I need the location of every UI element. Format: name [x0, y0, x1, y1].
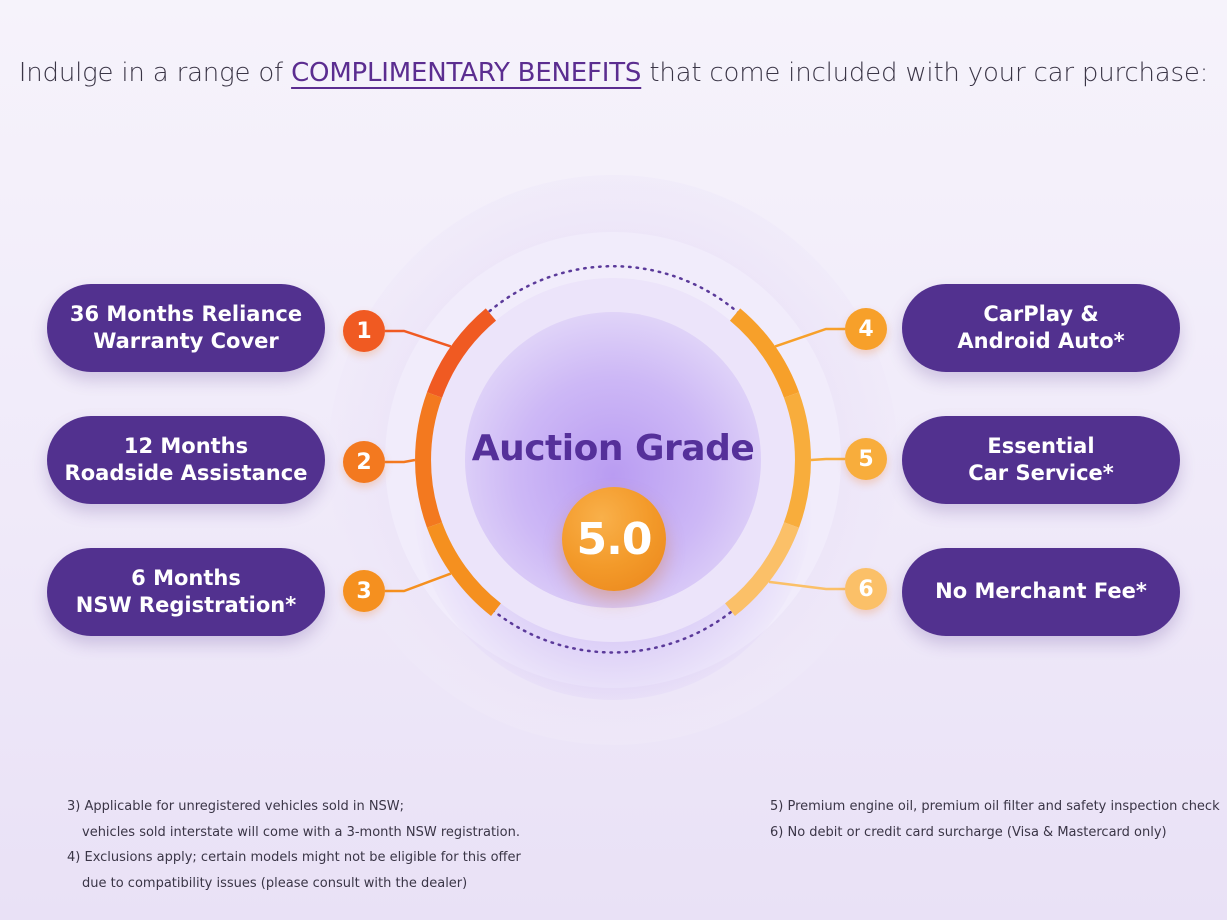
benefit-label-1: 36 Months Reliance Warranty Cover: [69, 301, 303, 353]
benefit-label-4: CarPlay & Android Auto*: [957, 301, 1125, 353]
benefit-number-badge-2: 2: [343, 441, 385, 483]
dotted-arc-top: [482, 265, 744, 318]
benefit-number-badge-4: 4: [845, 308, 887, 350]
benefit-pill-1: 36 Months Reliance Warranty Cover: [47, 284, 325, 372]
grade-value: 5.0: [562, 487, 666, 591]
benefit-number-badge-1: 1: [343, 310, 385, 352]
connector-line-3: [385, 572, 452, 593]
benefit-pill-4: CarPlay & Android Auto*: [902, 284, 1180, 372]
footnote-3-line-2: vehicles sold interstate will come with …: [82, 824, 520, 840]
benefit-number-badge-6: 6: [845, 568, 887, 610]
connector-line-6: [768, 580, 845, 591]
benefit-pill-2: 12 Months Roadside Assistance: [47, 416, 325, 504]
benefit-pill-3: 6 Months NSW Registration*: [47, 548, 325, 636]
benefit-label-6: No Merchant Fee*: [935, 579, 1147, 604]
headline-suffix: that come included with your car purchas…: [649, 58, 1209, 88]
ring-segment-2: [415, 392, 443, 528]
headline-highlight: COMPLIMENTARY BENEFITS: [291, 58, 642, 88]
ring-segment-5: [783, 392, 811, 528]
footnote-4-line-2: due to compatibility issues (please cons…: [82, 875, 468, 891]
headline-prefix: Indulge in a range of: [18, 58, 284, 88]
benefit-number-badge-3: 3: [343, 570, 385, 612]
benefit-label-5: Essential Car Service*: [968, 433, 1114, 485]
connector-line-2: [385, 458, 416, 464]
connector-line-1: [385, 329, 452, 348]
footnote-4-line-1: 4) Exclusions apply; certain models migh…: [67, 850, 521, 865]
benefit-pill-6: No Merchant Fee*: [902, 548, 1180, 636]
auction-grade-title: Auction Grade: [471, 428, 755, 469]
connector-line-5: [810, 457, 845, 462]
ring-segment-6: [724, 522, 800, 617]
footnotes-right: 5) Premium engine oil, premium oil filte…: [770, 794, 1220, 845]
ring-segment-4: [729, 308, 800, 398]
footnote-3-line-1: 3) Applicable for unregistered vehicles …: [67, 799, 405, 814]
footnotes-left: 3) Applicable for unregistered vehicles …: [67, 794, 521, 896]
benefit-number-badge-5: 5: [845, 438, 887, 480]
headline: Indulge in a range of COMPLIMENTARY BENE…: [0, 58, 1227, 88]
inner-core: [465, 312, 761, 608]
footnote-6: 6) No debit or credit card surcharge (Vi…: [770, 824, 1167, 840]
ring-segment-3: [426, 522, 502, 617]
ring-segment-1: [426, 308, 497, 398]
connector-line-4: [774, 327, 845, 348]
benefit-pill-5: Essential Car Service*: [902, 416, 1180, 504]
benefit-label-2: 12 Months Roadside Assistance: [64, 433, 308, 485]
dotted-arc-bottom: [474, 593, 752, 654]
benefit-label-3: 6 Months NSW Registration*: [75, 565, 297, 617]
footnote-5: 5) Premium engine oil, premium oil filte…: [770, 799, 1220, 814]
